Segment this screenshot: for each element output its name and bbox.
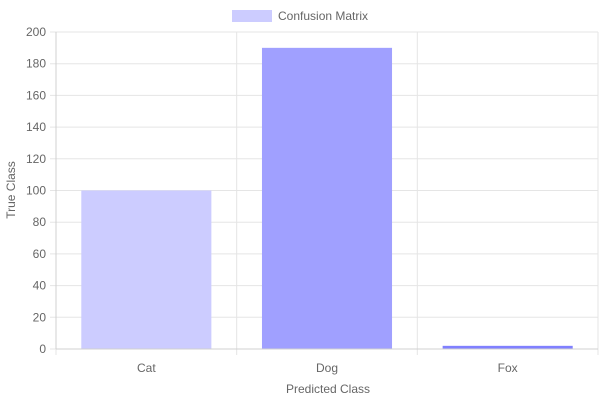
legend[interactable]: Confusion Matrix bbox=[232, 9, 368, 23]
x-axis-title: Predicted Class bbox=[286, 382, 370, 396]
y-tick-label: 0 bbox=[39, 342, 46, 356]
bar-cat[interactable] bbox=[81, 190, 212, 350]
y-tick-label: 120 bbox=[26, 152, 46, 166]
x-tick-labels: Cat Dog Fox bbox=[137, 361, 518, 375]
bar-fox[interactable] bbox=[442, 345, 573, 349]
bars bbox=[81, 47, 573, 350]
y-tick-label: 80 bbox=[33, 215, 47, 229]
y-tick-label: 180 bbox=[26, 57, 46, 71]
y-tick-label: 100 bbox=[26, 184, 46, 198]
x-tick-label: Cat bbox=[137, 361, 156, 375]
legend-label: Confusion Matrix bbox=[278, 9, 368, 23]
y-tick-label: 60 bbox=[33, 247, 47, 261]
y-tick-label: 160 bbox=[26, 88, 46, 102]
y-tick-label: 200 bbox=[26, 25, 46, 39]
bar-dog[interactable] bbox=[261, 47, 393, 349]
x-tick-label: Dog bbox=[316, 361, 338, 375]
y-tick-label: 140 bbox=[26, 120, 46, 134]
y-axis-title: True Class bbox=[4, 161, 18, 219]
x-tick-label: Fox bbox=[498, 361, 518, 375]
axes bbox=[55, 32, 598, 350]
legend-swatch bbox=[232, 10, 272, 22]
y-tick-label: 40 bbox=[33, 279, 47, 293]
y-tick-labels: 0 20 40 60 80 100 120 140 160 180 200 bbox=[26, 25, 46, 356]
y-tick-label: 20 bbox=[33, 310, 47, 324]
